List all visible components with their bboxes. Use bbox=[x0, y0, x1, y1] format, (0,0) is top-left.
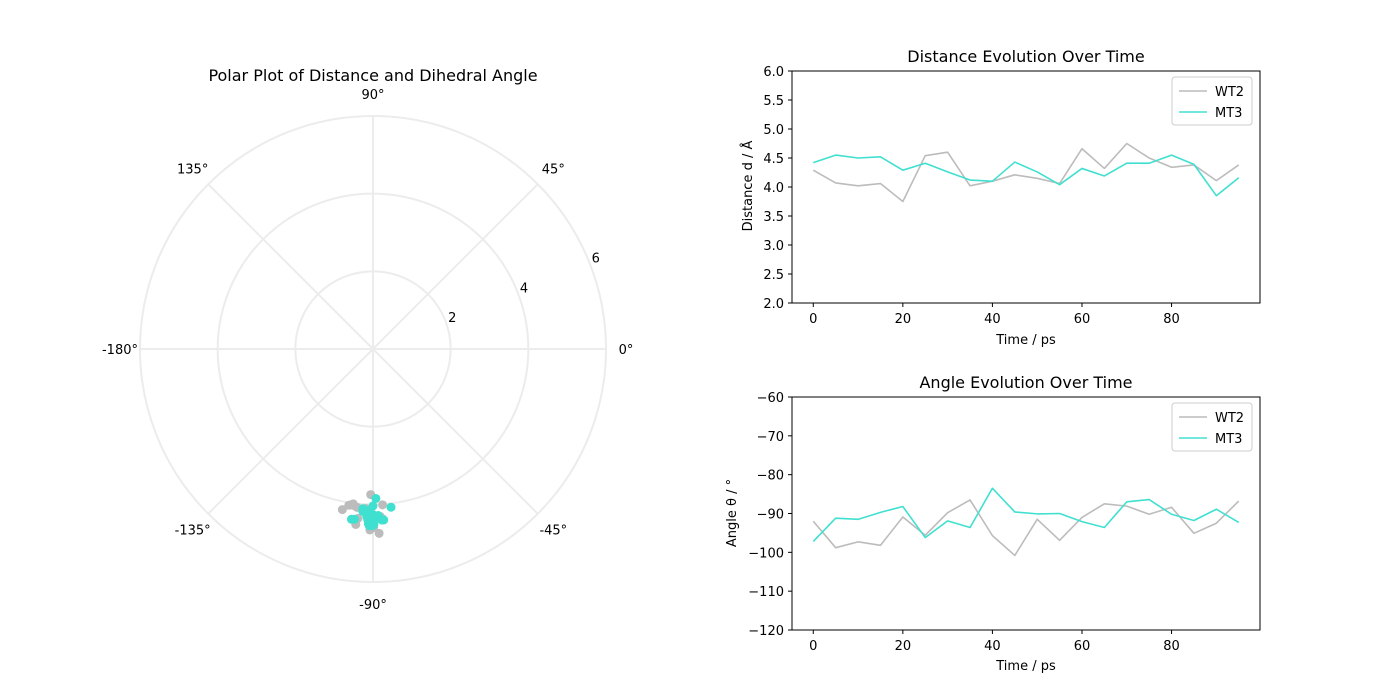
x-tick-label: 80 bbox=[1163, 639, 1180, 654]
y-tick-label: −90 bbox=[757, 508, 784, 523]
polar-labels: 2 4 6 0° 45° 90° 135° -180° -135° -90° -45° bbox=[102, 88, 633, 613]
x-tick-label: 20 bbox=[895, 312, 912, 327]
angle-x-axis-label: Time / ps bbox=[995, 659, 1056, 674]
polar-angle-tick-label: -180° bbox=[102, 343, 138, 358]
angle-y-axis-label: Angle θ / ° bbox=[725, 479, 740, 547]
legend-label-wt2: WT2 bbox=[1215, 85, 1244, 100]
legend-label-mt3: MT3 bbox=[1215, 106, 1242, 121]
y-tick-label: 5.0 bbox=[763, 123, 784, 138]
y-tick-label: 3.0 bbox=[763, 239, 784, 254]
series-line-mt3 bbox=[812, 487, 1240, 543]
polar-point-mt3 bbox=[386, 502, 396, 512]
polar-angular-gridline bbox=[372, 183, 539, 350]
x-tick-label: 20 bbox=[895, 639, 912, 654]
y-tick-label: 5.5 bbox=[763, 94, 784, 109]
polar-point-mt3 bbox=[371, 493, 381, 503]
series-line-mt3 bbox=[813, 154, 1240, 197]
distance-chart-title: Distance Evolution Over Time bbox=[907, 47, 1144, 66]
polar-angle-tick-label: 135° bbox=[177, 163, 208, 178]
y-tick-label: 2.5 bbox=[763, 268, 784, 283]
polar-point-mt3 bbox=[368, 501, 378, 511]
legend-box bbox=[1171, 402, 1253, 452]
y-tick-label: 3.5 bbox=[763, 210, 784, 225]
polar-angular-gridline bbox=[372, 348, 539, 515]
polar-angle-tick-label: 90° bbox=[361, 88, 384, 103]
polar-points bbox=[337, 490, 396, 538]
x-tick-label: 60 bbox=[1074, 639, 1091, 654]
x-tick-label: 40 bbox=[984, 639, 1001, 654]
angle-chart-title: Angle Evolution Over Time bbox=[919, 373, 1132, 392]
polar-angle-tick-label: 0° bbox=[619, 343, 634, 358]
polar-angle-tick-label: -45° bbox=[539, 523, 567, 538]
legend-label-mt3: MT3 bbox=[1215, 432, 1242, 447]
polar-angle-tick-label: 45° bbox=[542, 163, 565, 178]
y-tick-label: 6.0 bbox=[763, 65, 784, 80]
polar-angle-tick-label: -135° bbox=[175, 523, 211, 538]
polar-angular-gridline bbox=[207, 183, 374, 350]
polar-point-wt2 bbox=[349, 501, 359, 511]
y-tick-label: −120 bbox=[748, 624, 784, 639]
polar-point-wt2 bbox=[378, 500, 388, 510]
series-line-wt2 bbox=[812, 499, 1240, 557]
x-tick-label: 40 bbox=[984, 312, 1001, 327]
y-tick-label: 2.0 bbox=[763, 297, 784, 312]
polar-angle-tick-label: -90° bbox=[359, 598, 387, 613]
polar-point-mt3 bbox=[367, 521, 377, 531]
x-tick-label: 0 bbox=[809, 639, 817, 654]
polar-point-wt2 bbox=[337, 505, 347, 515]
polar-point-mt3 bbox=[379, 515, 389, 525]
polar-radial-tick-label: 4 bbox=[520, 281, 528, 296]
y-tick-label: −100 bbox=[748, 546, 784, 561]
polar-chart-title: Polar Plot of Distance and Dihedral Angl… bbox=[208, 66, 537, 85]
y-tick-label: 4.0 bbox=[763, 181, 784, 196]
y-tick-label: −70 bbox=[757, 430, 784, 445]
x-tick-label: 0 bbox=[809, 312, 817, 327]
polar-point-mt3 bbox=[363, 514, 373, 524]
y-tick-label: 4.5 bbox=[763, 152, 784, 167]
polar-chart: Polar Plot of Distance and Dihedral Angl… bbox=[102, 66, 633, 613]
angle-chart: Angle Evolution Over Time Time / ps Angl… bbox=[725, 373, 1261, 674]
distance-x-axis-label: Time / ps bbox=[995, 333, 1056, 348]
y-tick-label: −110 bbox=[748, 585, 784, 600]
polar-point-mt3 bbox=[350, 514, 360, 524]
series-line-wt2 bbox=[812, 142, 1240, 203]
angle-plot-area: 0 20 40 60 80 −120 −110 −100 −90 −80 −70 −60 WT2 MT3 bbox=[748, 391, 1261, 654]
polar-point-mt3 bbox=[362, 505, 372, 515]
legend-label-wt2: WT2 bbox=[1215, 411, 1244, 426]
x-tick-label: 60 bbox=[1074, 312, 1091, 327]
polar-point-wt2 bbox=[374, 528, 384, 538]
distance-plot-area: 0 20 40 60 80 2.0 2.5 3.0 3.5 4.0 4.5 5.0 5.5 6.0 WT2 M… bbox=[763, 65, 1261, 327]
legend-box bbox=[1171, 76, 1253, 126]
polar-radial-tick-label: 2 bbox=[448, 311, 456, 326]
polar-radial-tick-label: 6 bbox=[592, 252, 600, 267]
y-tick-label: −60 bbox=[757, 391, 784, 406]
y-tick-label: −80 bbox=[757, 469, 784, 484]
distance-chart: Distance Evolution Over Time Time / ps D… bbox=[740, 47, 1261, 348]
x-tick-label: 80 bbox=[1163, 312, 1180, 327]
polar-grid bbox=[139, 115, 607, 583]
polar-angular-gridline bbox=[207, 348, 374, 515]
distance-y-axis-label: Distance d / Å bbox=[740, 141, 756, 232]
